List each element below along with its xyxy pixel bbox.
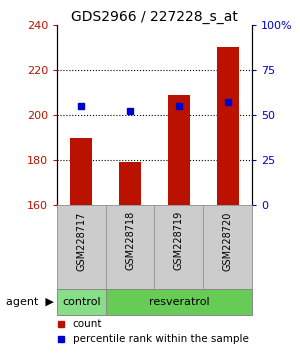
Text: percentile rank within the sample: percentile rank within the sample — [73, 334, 248, 344]
Bar — [203, 205, 252, 289]
Bar — [168, 95, 190, 205]
Bar — [70, 138, 92, 205]
Text: count: count — [73, 319, 102, 329]
Text: control: control — [62, 297, 101, 307]
Text: GSM228718: GSM228718 — [125, 211, 135, 270]
Text: GSM228720: GSM228720 — [223, 211, 232, 270]
Text: GSM228719: GSM228719 — [174, 211, 184, 270]
Text: GSM228717: GSM228717 — [76, 211, 86, 270]
Bar — [106, 289, 252, 315]
Text: agent  ▶: agent ▶ — [6, 297, 54, 307]
Bar — [217, 47, 238, 205]
Title: GDS2966 / 227228_s_at: GDS2966 / 227228_s_at — [71, 10, 238, 24]
Bar — [119, 162, 141, 205]
Bar — [57, 205, 106, 289]
Bar — [57, 289, 106, 315]
Text: resveratrol: resveratrol — [148, 297, 209, 307]
Bar — [154, 205, 203, 289]
Bar — [106, 205, 154, 289]
